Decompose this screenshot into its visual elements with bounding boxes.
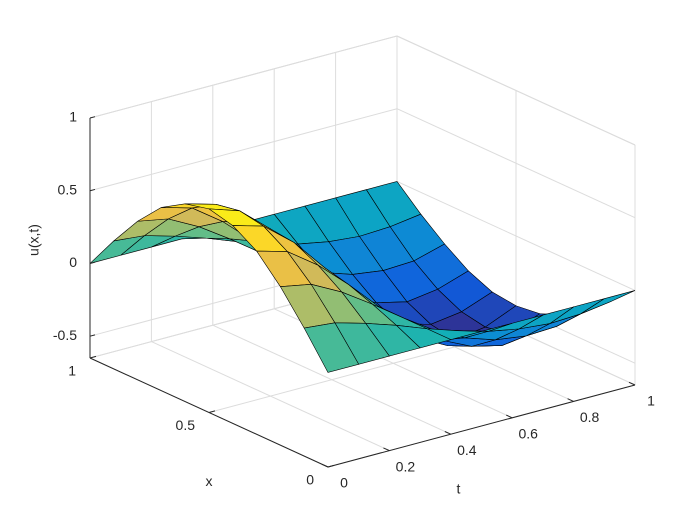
x-tick-label: 0.5 [176,417,196,433]
y-tick-label: 0 [340,475,348,491]
tick-mark [567,398,574,402]
surface-patch [580,290,636,315]
surface [89,181,636,373]
tick-mark [89,261,96,264]
y-axis-line [327,384,636,468]
y-tick-label: 0.8 [580,409,600,425]
tick-mark [208,410,216,413]
tick-mark [89,188,96,192]
x-tick-label: 1 [68,363,76,379]
x-axis-label: x [206,473,213,489]
z-axis-label: u(x,t) [26,224,42,256]
tick-mark [628,381,636,386]
z-tick-label: 0.5 [58,181,78,197]
y-tick-label: 0.6 [518,426,538,442]
surface-patch [303,322,360,373]
grid-line [151,341,390,452]
y-tick-label: 1 [647,393,655,409]
z-tick-label: 1 [69,109,77,125]
y-axis-label: t [457,481,461,497]
tick-mark [505,414,513,419]
y-tick-label: 0.4 [457,442,477,458]
grid-line [89,108,398,192]
tick-mark [89,334,96,337]
tick-mark [89,116,96,119]
x-axis-line [89,357,329,468]
grid-line [89,35,398,119]
tick-mark [383,447,390,452]
grid-line [212,324,452,435]
z-tick-label: -0.5 [53,327,77,343]
tick-mark [444,431,452,435]
y-tick-label: 0.2 [396,458,416,474]
tick-mark [89,355,97,359]
x-tick-label: 0 [306,472,314,488]
axes: -0.5 0 0.5 1 0 0.5 1 0 0.2 0.4 0.6 0.8 1 x t [53,109,655,497]
z-tick-label: 0 [69,254,77,270]
